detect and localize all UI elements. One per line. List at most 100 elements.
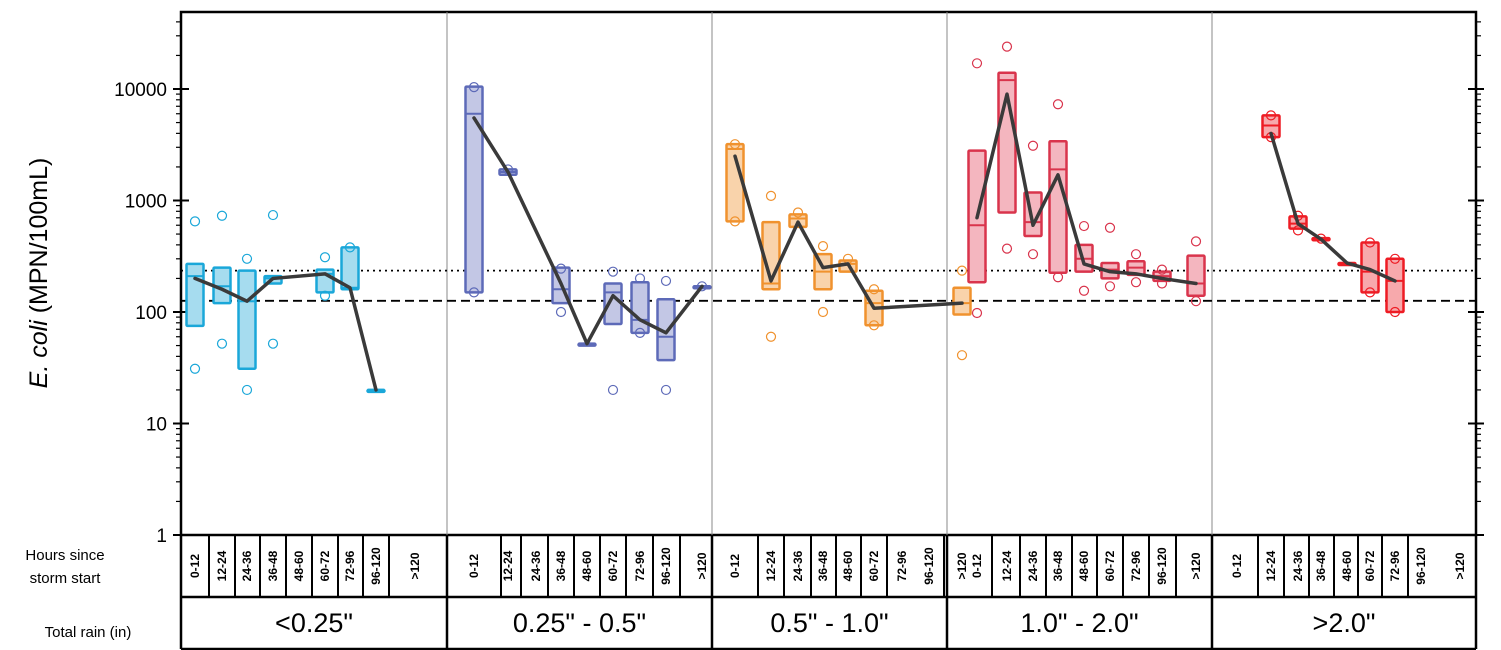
hour-bin-label: 60-72 (606, 550, 620, 581)
outlier-point (956, 265, 968, 276)
outlier-point (868, 284, 880, 295)
hours-label-line1: Hours since (25, 547, 104, 564)
outlier-point (971, 307, 983, 319)
rain-category-label: 0.5" - 1.0" (770, 608, 888, 638)
outlier-point (1078, 285, 1090, 296)
box-iqr (464, 85, 484, 294)
rain-label: Total rain (in) (45, 624, 132, 641)
y-tick-label: 1000 (125, 192, 167, 213)
outlier-point (319, 290, 331, 301)
outlier-point (267, 338, 279, 349)
outlier-point (1190, 296, 1202, 307)
box-iqr (952, 286, 972, 316)
outlier-point (189, 363, 201, 374)
mean-trend-line (1269, 131, 1397, 283)
outlier-point (660, 275, 672, 287)
outlier-point (1027, 140, 1039, 151)
hour-bin-label: 48-60 (841, 550, 855, 581)
hour-bin-label: 24-36 (240, 550, 254, 581)
mean-trend-line (975, 92, 1198, 286)
outlier-point (1190, 236, 1202, 247)
hour-bin-label: >120 (1189, 552, 1203, 579)
outlier-point (216, 338, 228, 349)
outlier-point (634, 327, 646, 338)
y-tick-label: 10 (146, 415, 167, 436)
hours-label-line2: storm start (30, 570, 102, 587)
outlier-point (1315, 233, 1327, 244)
outlier-point (1156, 264, 1168, 275)
outlier-point (1130, 249, 1142, 260)
outlier-point (1389, 253, 1401, 264)
hour-bin-label: 36-48 (554, 550, 568, 581)
hour-bin-label: 48-60 (1077, 550, 1091, 581)
outlier-point (817, 240, 829, 252)
hour-bin-label: 0-12 (188, 554, 202, 578)
mean-trend-line (472, 116, 704, 346)
outlier-point (634, 273, 646, 284)
y-tick-label: 100 (135, 303, 167, 324)
outlier-point (468, 287, 480, 298)
rain-category-label: 1.0" - 2.0" (1020, 608, 1138, 638)
outlier-point (267, 209, 279, 221)
y-axis-label: E. coli (MPN/100mL) (25, 158, 53, 389)
hour-bin-label: 12-24 (1264, 550, 1278, 581)
outlier-point (1292, 225, 1304, 236)
outlier-point (765, 190, 777, 201)
outlier-point (1130, 277, 1142, 288)
hour-bin-label: 72-96 (633, 550, 647, 581)
hour-bin-label: 12-24 (215, 550, 229, 581)
plot-frame (179, 10, 1478, 537)
outlier-point (1078, 220, 1090, 232)
hour-bin-label: 48-60 (1340, 550, 1354, 581)
outlier-point (956, 350, 968, 361)
y-tick-label: 1 (156, 526, 167, 547)
hour-bin-label: 0-12 (728, 554, 742, 578)
outlier-point (971, 58, 983, 69)
outlier-point (1364, 237, 1376, 248)
hour-bin-label: 24-36 (529, 550, 543, 581)
hour-bin-label: 24-36 (791, 550, 805, 581)
outlier-point (1265, 110, 1277, 121)
hour-bin-label: 96-120 (1155, 547, 1169, 585)
hour-bin-label: 36-48 (1314, 550, 1328, 581)
outlier-point (555, 263, 567, 274)
outlier-point (1027, 249, 1039, 260)
outlier-point (241, 253, 253, 264)
hour-bin-label: 60-72 (867, 550, 881, 581)
hour-bin-label: 36-48 (1051, 550, 1065, 581)
outlier-point (729, 216, 741, 227)
hour-bin-label: 0-12 (467, 554, 481, 578)
outlier-point (189, 216, 201, 227)
hour-bin-label: 72-96 (1129, 550, 1143, 581)
hour-bin-label: >120 (955, 552, 969, 579)
hour-bin-label: 72-96 (895, 550, 909, 581)
hour-bin-label: 12-24 (764, 550, 778, 581)
outlier-point (1052, 99, 1064, 110)
rain-category-label: <0.25" (275, 608, 353, 638)
outlier-point (555, 306, 567, 318)
mean-trend-line (193, 272, 378, 392)
hour-bin-label: 0-12 (970, 554, 984, 578)
outlier-point (344, 242, 356, 253)
outlier-point (468, 82, 480, 93)
hour-bin-label: 48-60 (580, 550, 594, 581)
outlier-point (868, 320, 880, 331)
box-iqr (630, 280, 650, 335)
hour-bin-label: 96-120 (369, 547, 383, 585)
box-iqr (1186, 254, 1206, 297)
outlier-point (319, 252, 331, 263)
outlier-point (607, 384, 619, 396)
hour-bin-label: >120 (695, 552, 709, 579)
hour-bin-label: 12-24 (1000, 550, 1014, 581)
hour-bin-label: >120 (1453, 552, 1467, 579)
box-iqr (1048, 139, 1068, 274)
hour-bin-label: 96-120 (922, 547, 936, 585)
outlier-point (216, 210, 228, 221)
outlier-point (660, 384, 672, 396)
hour-bin-label: 72-96 (343, 550, 357, 581)
rain-category-label: 0.25" - 0.5" (513, 608, 646, 638)
outlier-point (241, 384, 253, 396)
outlier-point (1364, 287, 1376, 298)
